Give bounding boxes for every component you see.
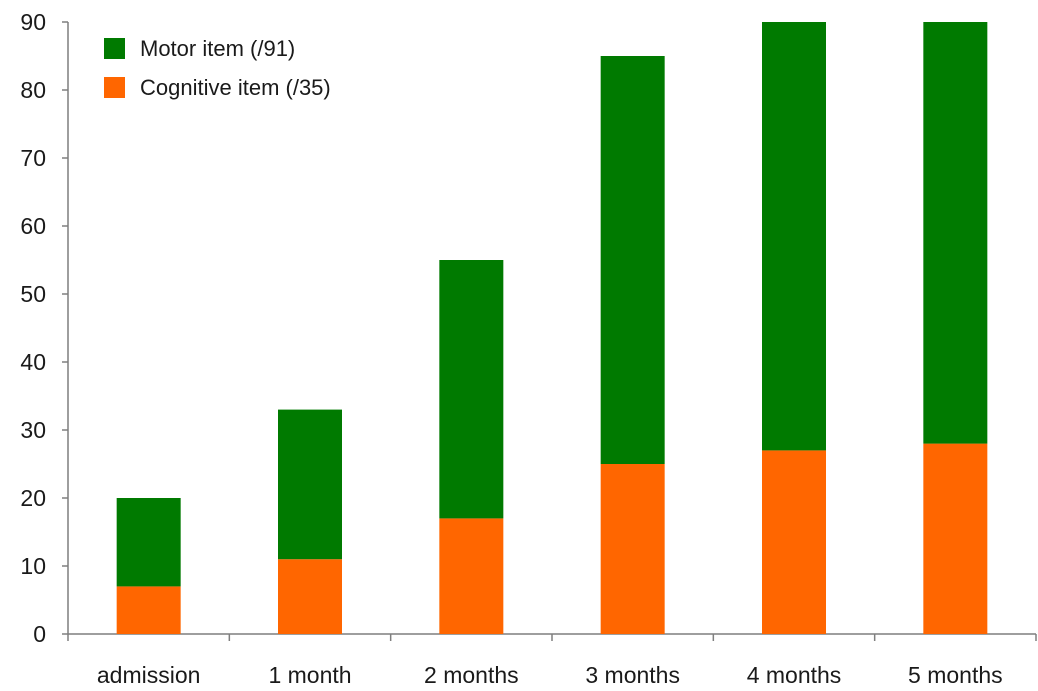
y-tick-label: 20 xyxy=(20,485,46,511)
cognitive-bar-segment xyxy=(923,443,988,634)
y-tick-label: 0 xyxy=(33,621,46,647)
axes: 0 10 20 30 40 50 60 70 80 90 admission 1 month 2 mo… xyxy=(20,9,1037,688)
motor-bar-segment xyxy=(600,56,665,464)
y-tick-label: 90 xyxy=(20,9,46,35)
x-tick-label: admission xyxy=(97,662,201,688)
x-axis-ticks: admission 1 month 2 months 3 months 4 months… xyxy=(67,634,1037,688)
y-tick-label: 80 xyxy=(20,77,46,103)
x-tick-label: 1 month xyxy=(268,662,351,688)
motor-bar-segment xyxy=(762,22,826,451)
legend-label: Cognitive item (/35) xyxy=(140,75,331,100)
y-tick-label: 60 xyxy=(20,213,46,239)
x-tick-label: 4 months xyxy=(747,662,842,688)
cognitive-bar-segment xyxy=(600,464,665,634)
bar-series xyxy=(116,22,988,634)
y-tick-label: 50 xyxy=(20,281,46,307)
x-tick-label: 2 months xyxy=(424,662,519,688)
motor-bar-segment xyxy=(116,498,181,587)
motor-bar-segment xyxy=(439,260,504,519)
y-tick-label: 30 xyxy=(20,417,46,443)
y-tick-label: 70 xyxy=(20,145,46,171)
cognitive-bar-segment xyxy=(439,518,504,634)
motor-bar-segment xyxy=(923,22,988,444)
y-tick-label: 40 xyxy=(20,349,46,375)
y-axis-ticks: 0 10 20 30 40 50 60 70 80 90 xyxy=(20,9,68,647)
x-tick-label: 3 months xyxy=(585,662,680,688)
motor-bar-segment xyxy=(278,409,342,560)
legend-swatch xyxy=(104,77,125,98)
legend-label: Motor item (/91) xyxy=(140,36,295,61)
legend: Motor item (/91) Cognitive item (/35) xyxy=(104,36,331,100)
cognitive-bar-segment xyxy=(762,450,826,634)
cognitive-bar-segment xyxy=(116,586,181,634)
legend-swatch xyxy=(104,38,125,59)
cognitive-bar-segment xyxy=(278,559,342,634)
x-tick-label: 5 months xyxy=(908,662,1003,688)
y-tick-label: 10 xyxy=(20,553,46,579)
